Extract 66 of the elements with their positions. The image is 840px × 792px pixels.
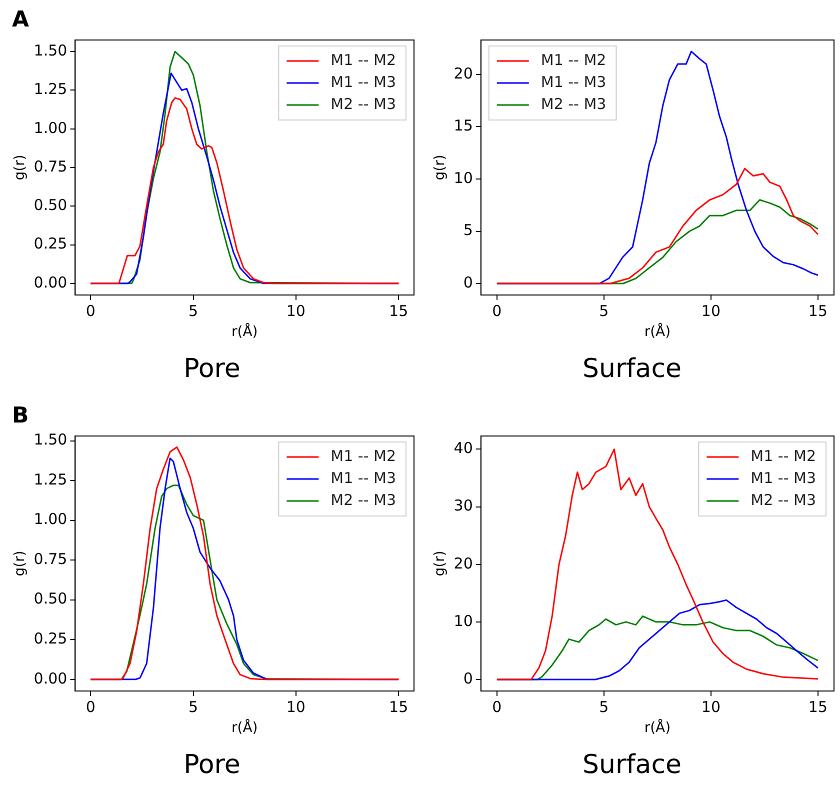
y-tick-label: 30 (454, 496, 473, 515)
y-axis-title: g(r) (12, 550, 28, 576)
y-tick-label: 1.50 (34, 430, 68, 449)
y-tick-label: 0.50 (34, 196, 68, 214)
legend-label: M2 -- M3 (330, 94, 396, 113)
x-axis-title: r(Å) (644, 719, 671, 736)
x-tick-label: 15 (808, 302, 828, 320)
y-tick-label: 20 (454, 64, 473, 82)
y-tick-label: 10 (454, 168, 473, 187)
x-tick-label: 0 (492, 302, 502, 320)
y-tick-label: 5 (463, 221, 473, 240)
legend-label: M1 -- M2 (330, 446, 396, 465)
text: A (12, 8, 30, 33)
x-tick-label: 0 (86, 698, 96, 716)
x-tick-label: 10 (701, 302, 720, 320)
legend-label: M2 -- M3 (750, 490, 816, 509)
x-tick-label: 15 (808, 698, 828, 716)
x-tick-label: 0 (86, 302, 96, 320)
y-tick-label: 10 (454, 612, 473, 630)
x-axis-title: r(Å) (231, 719, 258, 736)
y-tick-label: 1.00 (34, 510, 68, 528)
text: Pore (184, 354, 240, 384)
x-tick-label: 10 (286, 698, 306, 716)
text: Surface (582, 354, 682, 384)
legend-label: M1 -- M3 (330, 468, 396, 487)
y-tick-label: 40 (454, 439, 473, 458)
text: Surface (582, 750, 682, 780)
y-axis-title: g(r) (432, 154, 448, 180)
y-tick-label: 0 (463, 273, 473, 292)
x-tick-label: 15 (389, 302, 408, 320)
x-tick-label: 5 (188, 302, 198, 320)
legend-label: M1 -- M2 (540, 50, 606, 69)
y-tick-label: 1.50 (34, 41, 68, 60)
y-axis-title: g(r) (12, 154, 28, 180)
x-tick-label: 10 (701, 698, 720, 716)
legend-label: M1 -- M2 (330, 50, 396, 69)
y-tick-label: 15 (454, 116, 473, 135)
x-axis-title: r(Å) (644, 323, 671, 340)
x-tick-label: 5 (188, 698, 198, 716)
y-tick-label: 0.25 (34, 630, 68, 648)
x-tick-label: 5 (599, 698, 609, 716)
y-tick-label: 0.00 (34, 273, 68, 292)
x-tick-label: 5 (599, 302, 609, 320)
y-tick-label: 0.75 (34, 550, 68, 568)
text: B (12, 404, 29, 429)
legend-label: M1 -- M3 (750, 468, 816, 487)
x-tick-label: 15 (389, 698, 408, 716)
legend-label: M2 -- M3 (330, 490, 396, 509)
legend-label: M1 -- M3 (540, 72, 606, 91)
legend-label: M2 -- M3 (540, 94, 606, 113)
x-tick-label: 10 (286, 302, 306, 320)
y-tick-label: 0 (463, 669, 473, 688)
text: Pore (184, 750, 240, 780)
legend-label: M1 -- M3 (330, 72, 396, 91)
x-tick-label: 0 (492, 698, 502, 716)
y-tick-label: 1.00 (34, 118, 68, 137)
y-tick-label: 1.25 (34, 80, 68, 98)
y-tick-label: 20 (454, 554, 473, 572)
y-tick-label: 0.25 (34, 234, 68, 253)
y-tick-label: 0.00 (34, 669, 68, 688)
legend-label: M1 -- M2 (750, 446, 816, 465)
x-axis-title: r(Å) (231, 323, 258, 340)
y-tick-label: 0.75 (34, 157, 68, 176)
y-tick-label: 1.25 (34, 470, 68, 488)
y-tick-label: 0.50 (34, 590, 68, 608)
y-axis-title: g(r) (432, 550, 448, 576)
